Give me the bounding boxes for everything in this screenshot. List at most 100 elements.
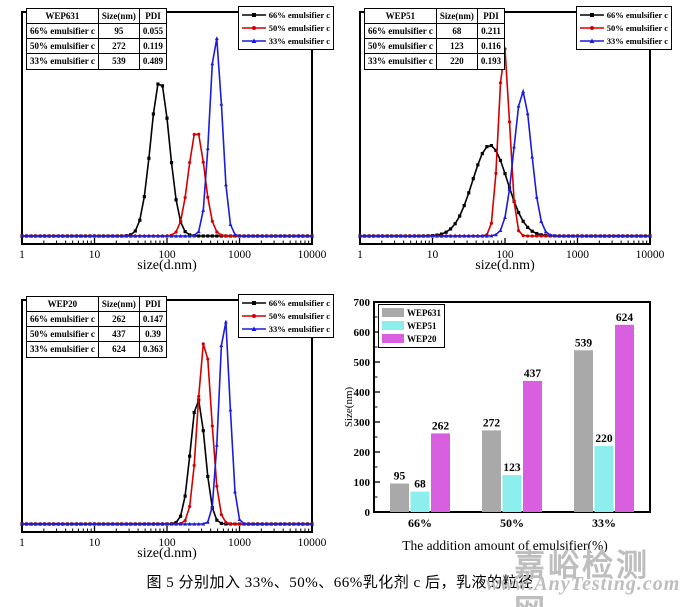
legend-label: 66% emulsifier c — [268, 9, 330, 20]
marker-square — [462, 203, 466, 208]
legend-marker-icon — [241, 25, 266, 30]
marker-triangle — [260, 521, 265, 526]
marker-triangle — [174, 233, 178, 238]
figure-caption: 图 5 分别加入 33%、50%、66%乳化剂 c 后，乳液的粒径 — [146, 575, 534, 591]
bar-WEP51 — [502, 475, 522, 512]
marker-square — [188, 454, 192, 458]
marker-triangle — [88, 233, 92, 238]
marker-triangle — [566, 233, 571, 238]
marker-circle — [178, 219, 183, 224]
y-tick-label: 0 — [365, 507, 371, 519]
wep51-legend: 66% emulsifier c 50% emulsifier c 33% emul… — [575, 6, 672, 50]
series-line — [22, 399, 312, 525]
marker-triangle — [246, 521, 251, 526]
y-tick-label: 400 — [354, 387, 371, 399]
table-row: 66% emulsifier c 68 0.211 — [364, 23, 506, 40]
marker-triangle — [69, 521, 74, 526]
legend-marker-icon — [241, 313, 266, 318]
marker-triangle — [201, 521, 206, 526]
marker-triangle — [137, 233, 142, 238]
marker-triangle — [512, 144, 516, 149]
marker-triangle — [183, 521, 188, 526]
marker-circle — [192, 463, 196, 467]
table-row: 33% emulsifier c 220 0.193 — [364, 53, 506, 70]
watermark-url: www.AnyTesting.com — [486, 573, 680, 595]
x-tick-label: 100 — [158, 537, 176, 549]
marker-square — [494, 148, 498, 153]
legend-label: WEP631 — [407, 307, 442, 318]
marker-triangle — [237, 517, 242, 522]
marker-circle — [197, 132, 201, 136]
marker-triangle — [219, 101, 224, 106]
marker-triangle — [448, 233, 453, 238]
marker-triangle — [416, 233, 421, 238]
marker-triangle — [146, 233, 151, 238]
legend-entry: 50% emulsifier c — [241, 309, 330, 322]
marker-triangle — [466, 233, 471, 238]
table-row: 50% emulsifier c 272 0.119 — [26, 38, 168, 55]
marker-triangle — [278, 521, 283, 526]
legend-label: 66% emulsifier c — [268, 297, 330, 308]
marker-square — [476, 163, 480, 167]
marker-circle — [521, 233, 525, 238]
legend-entry: WEP51 — [382, 319, 441, 332]
marker-triangle — [92, 521, 97, 526]
marker-triangle — [156, 233, 160, 238]
marker-triangle — [192, 233, 197, 238]
legend-marker-icon — [579, 12, 604, 17]
marker-triangle — [47, 233, 52, 238]
marker-triangle — [142, 233, 147, 238]
marker-triangle — [74, 233, 79, 238]
marker-triangle — [278, 233, 283, 238]
marker-circle — [494, 171, 498, 175]
marker-triangle — [435, 233, 439, 238]
x-tick-label: 1 — [357, 249, 363, 261]
marker-triangle — [616, 233, 621, 238]
marker-triangle — [178, 233, 183, 238]
marker-square — [521, 219, 525, 223]
marker-triangle — [639, 233, 643, 238]
marker-triangle — [187, 233, 192, 238]
marker-circle — [507, 120, 512, 124]
legend-label: 50% emulsifier c — [606, 22, 668, 33]
table-cell: 66% emulsifier c — [26, 311, 99, 328]
table-cell: 50% emulsifier c — [26, 326, 99, 343]
marker-circle — [183, 519, 187, 523]
marker-square — [498, 158, 503, 163]
table-cell: 33% emulsifier c — [26, 53, 99, 70]
marker-triangle — [69, 233, 74, 238]
marker-triangle — [133, 521, 138, 526]
table-header-cell: PDI — [138, 295, 168, 313]
table-row: 33% emulsifier c 624 0.363 — [26, 341, 168, 358]
marker-triangle — [530, 154, 535, 159]
marker-triangle — [29, 233, 33, 238]
marker-triangle — [47, 521, 52, 526]
marker-triangle — [539, 219, 544, 223]
marker-triangle — [65, 521, 70, 526]
marker-triangle — [251, 37, 257, 43]
bar-WEP20 — [431, 433, 450, 512]
marker-triangle — [607, 233, 612, 238]
marker-triangle — [625, 233, 630, 238]
marker-circle — [188, 160, 192, 165]
marker-triangle — [561, 233, 566, 238]
y-tick-label: 200 — [354, 447, 371, 459]
table-cell: 0.119 — [138, 38, 168, 55]
marker-circle — [512, 199, 516, 203]
marker-triangle — [219, 343, 224, 348]
marker-triangle — [273, 233, 278, 238]
x-tick-label: 10000 — [636, 249, 665, 261]
marker-triangle — [507, 187, 512, 191]
y-tick-label: 700 — [354, 297, 371, 309]
legend-label: 33% emulsifier c — [268, 35, 330, 46]
marker-square — [156, 82, 160, 86]
marker-triangle — [287, 233, 292, 238]
marker-triangle — [598, 233, 603, 238]
table-cell: 0.116 — [476, 38, 506, 55]
bar-WEP51 — [594, 446, 614, 512]
marker-triangle — [296, 233, 301, 238]
marker-circle — [210, 424, 214, 428]
marker-triangle — [101, 521, 106, 526]
legend-label: 33% emulsifier c — [606, 35, 668, 46]
marker-circle — [539, 234, 543, 238]
